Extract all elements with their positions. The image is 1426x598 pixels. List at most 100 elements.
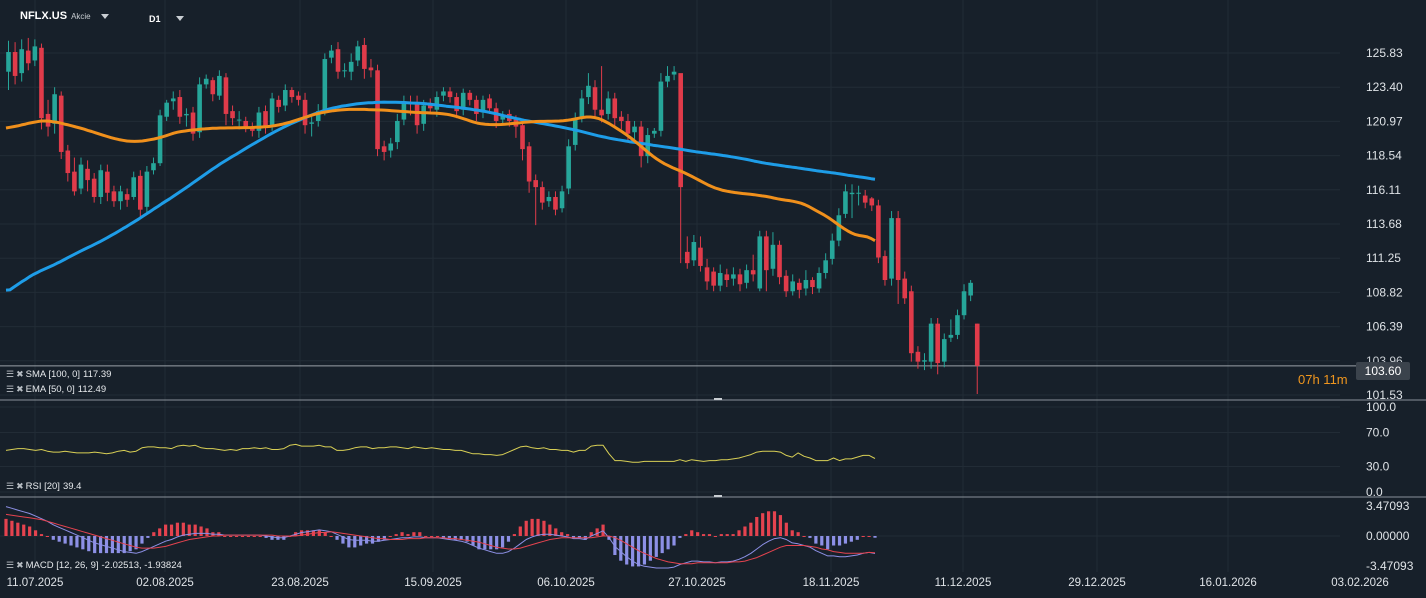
rsi-label: RSI [20] bbox=[25, 481, 60, 492]
candle-body bbox=[678, 73, 683, 188]
macd-histogram-bar bbox=[595, 528, 599, 536]
candle-body bbox=[315, 111, 321, 121]
candle-body bbox=[32, 46, 38, 61]
macd-legend[interactable]: ☰ ✖ MACD [12, 26, 9] -2.02513, -1.93824 bbox=[6, 560, 182, 571]
macd-histogram-bar bbox=[542, 520, 546, 536]
macd-histogram-bar bbox=[246, 536, 250, 537]
candle-body bbox=[658, 81, 664, 131]
macd-histogram-bar bbox=[696, 532, 700, 536]
macd-histogram-bar bbox=[725, 534, 729, 536]
macd-histogram-bar bbox=[252, 536, 256, 537]
macd-signal-line bbox=[5, 513, 876, 565]
macd-histogram-bar bbox=[406, 534, 410, 536]
ema-legend[interactable]: ☰ ✖ EMA [50, 0] 112.49 bbox=[6, 384, 106, 395]
candle-body bbox=[230, 111, 235, 119]
macd-histogram-bar bbox=[483, 536, 487, 550]
macd-histogram-bar bbox=[193, 524, 197, 536]
candle-body bbox=[750, 270, 756, 275]
macd-histogram-bar bbox=[28, 526, 32, 536]
close-icon[interactable]: ✖ bbox=[16, 481, 23, 491]
candle-body bbox=[605, 98, 611, 114]
symbol-selector[interactable]: NFLX.US Akcie bbox=[20, 10, 91, 22]
candle-body bbox=[19, 49, 24, 74]
settings-icon[interactable]: ☰ bbox=[6, 560, 14, 570]
timeframe-selector[interactable]: D1 bbox=[149, 14, 161, 24]
time-axis-label: 02.08.2025 bbox=[136, 577, 194, 589]
macd-histogram-bar bbox=[601, 524, 605, 536]
settings-icon[interactable]: ☰ bbox=[6, 481, 14, 491]
price-axis-label: 108.82 bbox=[1366, 285, 1403, 299]
candle-body bbox=[764, 236, 769, 271]
macd-histogram-bar bbox=[577, 536, 582, 538]
macd-histogram-bar bbox=[22, 524, 26, 536]
macd-histogram-bar bbox=[477, 536, 481, 550]
close-icon[interactable]: ✖ bbox=[16, 560, 23, 570]
price-axis-label: 118.54 bbox=[1366, 149, 1402, 163]
macd-histogram-bar bbox=[548, 524, 552, 536]
macd-histogram-bar bbox=[701, 534, 706, 536]
candle-body bbox=[961, 291, 967, 316]
sma-legend[interactable]: ☰ ✖ SMA [100, 0] 117.39 bbox=[6, 369, 111, 380]
candle-body bbox=[632, 126, 637, 133]
macd-histogram-bar bbox=[784, 522, 788, 536]
sma-label: SMA [100, 0] bbox=[25, 369, 81, 380]
candle-body bbox=[138, 175, 143, 210]
settings-icon[interactable]: ☰ bbox=[6, 384, 14, 394]
macd-axis-label: 0.00000 bbox=[1366, 529, 1410, 543]
macd-histogram-bar bbox=[465, 536, 469, 542]
price-axis-label: 106.39 bbox=[1366, 320, 1403, 334]
symbol-dropdown-icon[interactable] bbox=[101, 14, 109, 19]
candle-body bbox=[421, 105, 426, 124]
candle-body bbox=[269, 98, 275, 126]
macd-histogram-bar bbox=[122, 536, 126, 554]
macd-histogram-bar bbox=[39, 534, 44, 536]
candle-body bbox=[882, 256, 888, 281]
price-axis-label: 125.83 bbox=[1366, 46, 1403, 60]
timeframe-dropdown-icon[interactable] bbox=[176, 16, 184, 21]
candle-body bbox=[276, 99, 281, 107]
macd-histogram-bar bbox=[837, 536, 842, 546]
rsi-legend[interactable]: ☰ ✖ RSI [20] 39.4 bbox=[6, 481, 81, 492]
macd-histogram-bar bbox=[353, 536, 357, 548]
macd-histogram-bar bbox=[10, 520, 14, 536]
candle-body bbox=[665, 75, 670, 82]
macd-histogram-bar bbox=[164, 524, 168, 536]
symbol-label: NFLX.US bbox=[20, 10, 68, 22]
macd-histogram-bar bbox=[400, 532, 404, 536]
time-axis-label: 11.07.2025 bbox=[7, 577, 64, 589]
candle-body bbox=[698, 247, 703, 266]
candle-body bbox=[935, 323, 940, 364]
candle-body bbox=[856, 192, 861, 194]
close-icon[interactable]: ✖ bbox=[16, 369, 23, 379]
ema-50-line bbox=[5, 107, 876, 243]
macd-histogram-bar bbox=[264, 536, 268, 538]
macd-histogram-bar bbox=[713, 536, 717, 537]
macd-histogram-bar bbox=[347, 536, 351, 548]
candle-body bbox=[329, 50, 334, 58]
macd-histogram-bar bbox=[412, 532, 416, 536]
time-axis-label: 29.12.2025 bbox=[1068, 577, 1126, 589]
candle-body bbox=[65, 150, 71, 174]
candle-body bbox=[480, 99, 486, 113]
macd-histogram-bar bbox=[678, 536, 682, 538]
macd-histogram-bar bbox=[229, 536, 233, 537]
candle-body bbox=[474, 99, 479, 114]
settings-icon[interactable]: ☰ bbox=[6, 369, 14, 379]
candle-body bbox=[671, 71, 677, 75]
macd-histogram-bar bbox=[305, 530, 310, 536]
time-axis-label: 06.10.2025 bbox=[537, 577, 595, 589]
candle-body bbox=[454, 97, 459, 112]
close-icon[interactable]: ✖ bbox=[16, 384, 23, 394]
macd-histogram-bar bbox=[258, 536, 262, 537]
macd-histogram-bar bbox=[506, 536, 511, 542]
macd-histogram-bar bbox=[489, 536, 493, 550]
price-axis-label: 120.97 bbox=[1366, 114, 1403, 128]
candle-body bbox=[388, 143, 394, 151]
macd-histogram-bar bbox=[317, 530, 321, 536]
macd-histogram-bar bbox=[766, 511, 771, 536]
candle-body bbox=[711, 271, 716, 286]
candle-body bbox=[922, 360, 927, 362]
macd-histogram-bar bbox=[554, 528, 558, 536]
macd-histogram-bar bbox=[495, 536, 499, 550]
